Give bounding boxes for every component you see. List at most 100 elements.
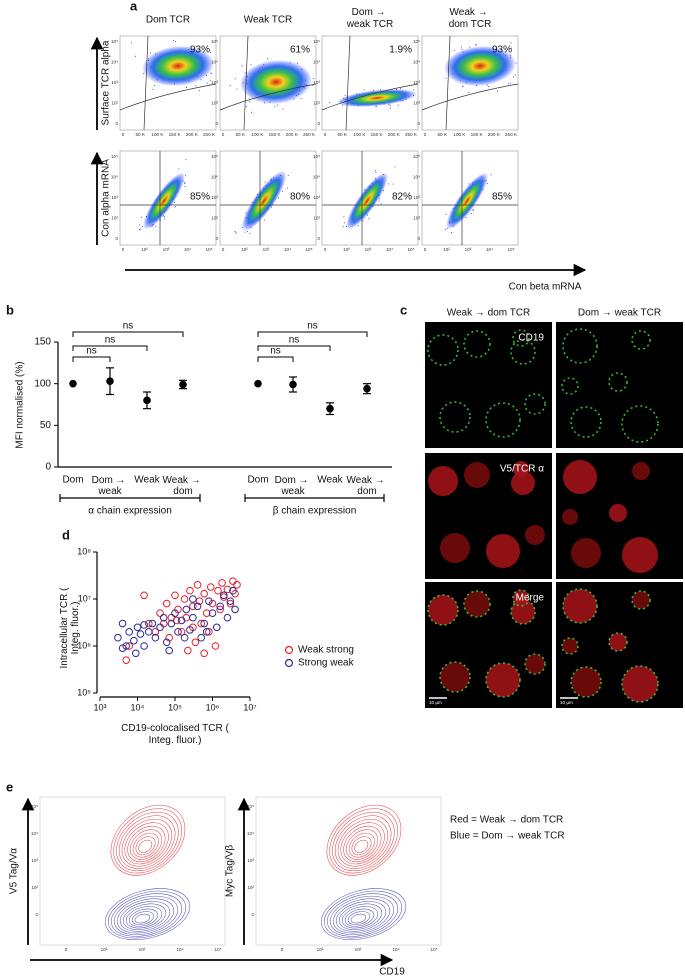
contour xyxy=(118,815,176,869)
y-tick-label: 10⁵ xyxy=(111,154,118,159)
scatter-point xyxy=(184,646,192,655)
green-membrane xyxy=(463,330,491,358)
contour xyxy=(326,893,399,937)
x-tick-label: 150 K xyxy=(371,132,384,137)
x-tick-label: 0 xyxy=(424,132,427,137)
event-dot xyxy=(375,171,377,173)
red-cell xyxy=(622,666,658,702)
y-tick-label: 10⁷ xyxy=(78,593,91,603)
scatter-point xyxy=(191,638,200,647)
panel-label: e xyxy=(6,779,13,794)
micrograph xyxy=(556,453,683,579)
x-tick-label: 200 K xyxy=(488,132,501,137)
event-dot xyxy=(389,104,391,106)
event-dot xyxy=(394,166,396,168)
percentage: 82% xyxy=(392,192,412,203)
y-tick-label: 10³ xyxy=(211,195,218,200)
density xyxy=(142,45,214,87)
event-dot xyxy=(357,225,359,227)
event-dot xyxy=(139,229,140,231)
event-dot xyxy=(461,48,463,50)
y-tick-label: 10³ xyxy=(413,195,420,200)
x-tick-label: Dom xyxy=(62,475,83,486)
dot xyxy=(254,379,262,388)
event-dot xyxy=(244,231,246,233)
red-cell xyxy=(571,667,601,697)
x-tick-label: 10³ xyxy=(263,247,270,252)
event-dot xyxy=(445,77,447,79)
event-dot xyxy=(282,108,284,110)
x-tick-label: Dom → weak xyxy=(275,475,312,497)
x-tick-label: 200 K xyxy=(286,132,299,137)
red-cell xyxy=(428,466,458,496)
event-dot xyxy=(210,72,212,74)
percentage: 93% xyxy=(190,45,210,56)
scatter-point xyxy=(189,602,197,611)
red-cell xyxy=(609,633,627,651)
y-tick-label: 10⁵ xyxy=(111,39,118,44)
contour xyxy=(124,822,169,865)
contour xyxy=(351,836,372,856)
contour-plot: V5 Tag/Vα 0 10² 10³ 10⁴ 10⁵ 0 10² 10³ 10⁴ 10⁵ xyxy=(9,796,226,952)
y-tick-label: 10² xyxy=(313,101,320,106)
column-title: Weak TCR xyxy=(244,15,293,26)
density xyxy=(446,172,488,230)
significance-bracket xyxy=(72,331,184,337)
contour xyxy=(346,829,379,860)
event-dot xyxy=(155,225,157,227)
x-tick-label: 10⁴ xyxy=(184,247,191,252)
y-tick-label: 10³ xyxy=(211,80,218,85)
red-cell xyxy=(563,589,597,623)
micrograph: Merge 10 µm xyxy=(425,582,552,708)
scatter-point xyxy=(212,623,221,632)
y-tick-label: 10⁴ xyxy=(313,175,320,180)
x-tick-label: 50 K xyxy=(135,132,145,137)
dot xyxy=(363,384,371,393)
x-tick-label: 10⁵ xyxy=(305,247,312,252)
y-tick-label: 0 xyxy=(317,236,320,241)
event-dot xyxy=(287,187,289,189)
event-dot xyxy=(184,175,186,177)
red-cell xyxy=(513,461,529,477)
gate xyxy=(119,83,217,111)
x-tick-label: 250 K xyxy=(203,132,216,137)
scatter-point xyxy=(202,609,211,617)
scatter-point xyxy=(177,616,186,625)
x-tick-label: 10⁴ xyxy=(486,247,493,252)
y-tick-label: 10³ xyxy=(111,80,118,85)
event-dot xyxy=(375,170,377,172)
channel-label: Merge xyxy=(516,593,545,604)
scatter-point xyxy=(118,644,127,652)
event-dot xyxy=(236,88,238,90)
scatter-point xyxy=(229,586,237,595)
percentage: 80% xyxy=(290,192,310,203)
gate xyxy=(143,35,149,131)
significance-bracket xyxy=(257,356,294,362)
event-dot xyxy=(508,83,510,85)
legend-text: Red = Weak → dom TCR xyxy=(450,815,563,826)
event-dot xyxy=(462,86,464,88)
y-axis-label: MFI normalised (%) xyxy=(15,361,26,448)
y-axis-label: Myc Tag/Vβ xyxy=(225,845,236,897)
event-dot xyxy=(234,231,236,233)
contour xyxy=(110,893,183,937)
scatter-point xyxy=(202,628,211,636)
gate xyxy=(345,35,351,131)
red-cell xyxy=(513,590,529,606)
density xyxy=(241,170,287,232)
contour xyxy=(332,811,395,872)
density xyxy=(240,59,312,105)
legend-marker xyxy=(284,645,294,655)
column-title: Weak → dom TCR xyxy=(449,7,492,30)
x-tick-label: 0 xyxy=(65,947,68,952)
contour xyxy=(119,901,171,932)
contour xyxy=(107,890,187,939)
red-cell xyxy=(525,525,545,545)
y-tick-label: 10⁵ xyxy=(313,39,320,44)
event-dot xyxy=(235,232,237,234)
x-tick-label: 10³ xyxy=(139,947,146,952)
density xyxy=(337,89,417,107)
scatter-point xyxy=(186,586,194,595)
y-tick-label: 10⁵ xyxy=(31,804,38,809)
